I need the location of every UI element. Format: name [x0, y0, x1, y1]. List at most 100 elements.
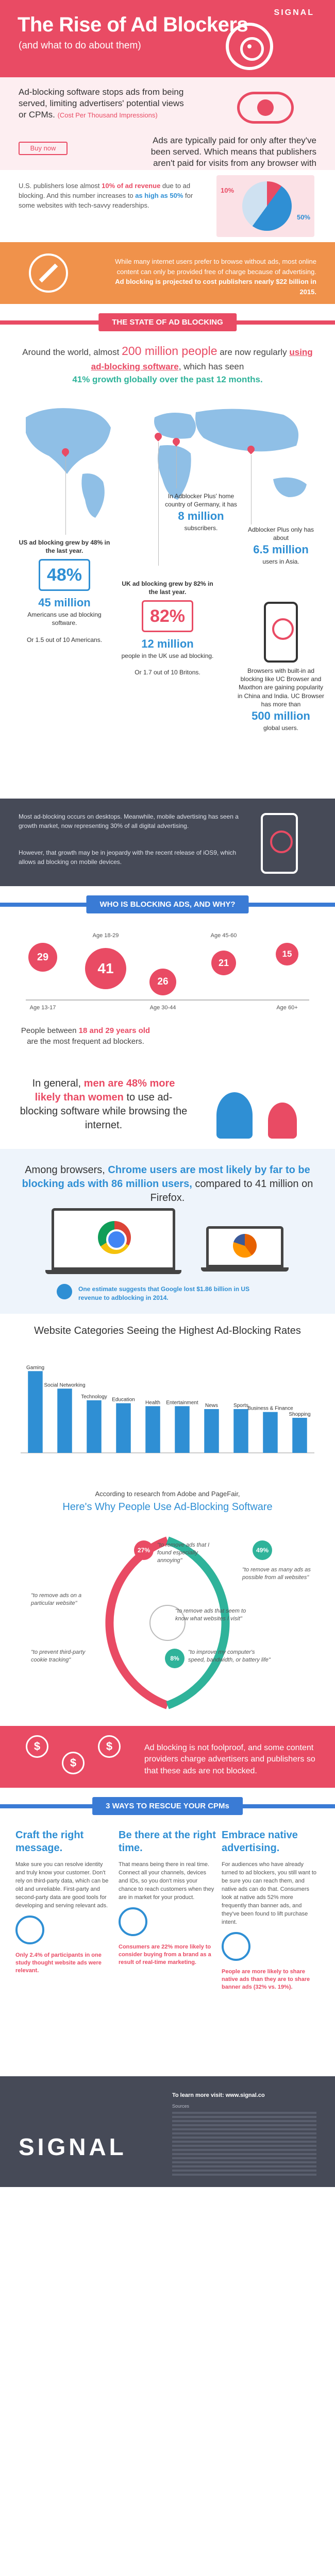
why-section: According to research from Adobe and Pag… — [0, 1484, 335, 1726]
mobile-text-1: Most ad-blocking occurs on desktops. Mea… — [19, 813, 239, 829]
reason-5: "to improve my computer's speed, bandwid… — [188, 1649, 271, 1663]
users-total: 200 million people — [122, 344, 217, 358]
bar-7 — [233, 1409, 248, 1453]
mobile-text-2: However, that growth may be in jeopardy … — [19, 849, 237, 866]
mobile-section: Most ad-blocking occurs on desktops. Mea… — [0, 799, 335, 886]
intro-lead: Ad-blocking software stops ads from bein… — [19, 87, 184, 120]
dollar-coin-icon: $ — [62, 1752, 85, 1774]
gender-section: In general, men are 48% more likely than… — [0, 1072, 335, 1149]
phone-icon — [261, 813, 298, 874]
bar-8 — [263, 1412, 278, 1453]
age-18-29-label: Age 18-29 — [92, 933, 119, 939]
uk-stat: UK ad blocking grew by 82% in the last y… — [121, 580, 214, 676]
revenue-pie: 10% 50% — [216, 175, 314, 237]
pie-label-large: 50% — [296, 213, 310, 221]
man-icon — [216, 1092, 253, 1139]
bar-0 — [28, 1371, 43, 1453]
revenue-text: While many internet users prefer to brow… — [115, 258, 316, 296]
browsers-section: Among browsers, Chrome users are most li… — [0, 1149, 335, 1314]
bar-category-label-5: Entertainment — [166, 1400, 198, 1405]
world-map-section: In Adblocker Plus' home country of Germa… — [0, 397, 335, 799]
blocked-icon — [29, 253, 68, 293]
mobile-phone-icon — [264, 602, 298, 663]
way-stat: Only 2.4% of participants in one study t… — [15, 1952, 102, 1974]
age-60-plus-circle: 15 — [276, 943, 298, 965]
chrome-icon — [98, 1221, 131, 1254]
footprint-text: Ad blocking is not foolproof, and some c… — [144, 1743, 315, 1775]
category-bar-chart: Gaming Social Networking Technology Educati… — [21, 1365, 314, 1453]
revenue-band: While many internet users prefer to brow… — [0, 242, 335, 304]
pie-label-small: 10% — [221, 187, 234, 194]
state-heading-bar: THE STATE OF AD BLOCKING — [0, 304, 335, 340]
age-note: People between 18 and 29 years old are t… — [21, 1026, 150, 1046]
age-13-17-label: Age 13-17 — [29, 1005, 56, 1011]
way-body: That means being there in real time. Con… — [119, 1861, 214, 1901]
footprint-section: $ $ $ Ad blocking is not foolproof, and … — [0, 1726, 335, 1788]
age-18-29-circle: 41 — [85, 948, 126, 989]
way-body: Make sure you can resolve identity and t… — [15, 1861, 109, 1909]
sources-link[interactable]: To learn more visit: www.signal.co — [172, 2092, 265, 2098]
bar-3 — [116, 1403, 131, 1453]
germany-stat: In Adblocker Plus' home country of Germa… — [165, 493, 237, 532]
way-card-2: Be there at the right time. That means b… — [119, 1829, 216, 1967]
why-title: Here's Why People Use Ad-Blocking Softwa… — [62, 1501, 273, 1513]
footer: SIGNAL To learn more visit: www.signal.c… — [0, 2076, 335, 2187]
bar-category-label-6: News — [205, 1403, 218, 1409]
bar-category-label-2: Technology — [81, 1394, 107, 1400]
pie-chart-icon — [242, 181, 292, 231]
asia-stat: Adblocker Plus only has about 6.5 millio… — [247, 526, 314, 566]
china-stat: Browsers with built-in ad blocking like … — [237, 598, 325, 732]
way-title: Embrace native advertising. — [222, 1829, 298, 1854]
footer-logo: SIGNAL — [19, 2133, 127, 2160]
way-card-3: Embrace native advertising. For audience… — [222, 1829, 320, 1992]
page-title: The Rise of Ad Blockers — [18, 13, 248, 36]
google-estimate: One estimate suggests that Google lost $… — [78, 1285, 250, 1301]
way-stat: People are more likely to share native a… — [222, 1968, 310, 1991]
bar-category-label-0: Gaming — [26, 1365, 44, 1370]
reason-pct-0: 27% — [134, 1540, 154, 1560]
ways-heading: 3 WAYS TO RESCUE YOUR CPMs — [92, 1797, 243, 1815]
reason-pct-5: 8% — [165, 1649, 185, 1668]
eye-icon — [237, 92, 294, 124]
intro-section: Ad-blocking software stops ads from bein… — [0, 77, 335, 170]
bar-category-label-3: Education — [112, 1397, 135, 1403]
ways-heading-bar: 3 WAYS TO RESCUE YOUR CPMs — [0, 1788, 335, 1824]
laptop-icon — [52, 1208, 175, 1270]
reason-1: "to remove ads on a particular website" — [31, 1592, 82, 1606]
reason-3: "to remove as many ads as possible from … — [242, 1567, 311, 1581]
reason-pct-3: 49% — [253, 1540, 272, 1560]
way-title: Craft the right message. — [15, 1829, 84, 1854]
target-icon — [15, 1915, 44, 1944]
gender-text: In general, men are 48% more likely than… — [20, 1078, 188, 1131]
us-stat: US ad blocking grew by 48% in the last y… — [19, 539, 110, 643]
dollar-icon — [57, 1284, 72, 1299]
way-stat: Consumers are 22% more likely to conside… — [119, 1943, 211, 1966]
publishers-section: U.S. publishers lose almost 10% of ad re… — [0, 170, 335, 242]
uk-growth-badge: 82% — [142, 600, 193, 633]
ways-section: 3 WAYS TO RESCUE YOUR CPMs Craft the rig… — [0, 1788, 335, 2076]
growth-stat: 41% growth globally over the past 12 mon… — [72, 375, 263, 384]
bar-4 — [145, 1406, 160, 1453]
chart-title: Website Categories Seeing the Highest Ad… — [34, 1325, 301, 1336]
bar-category-label-8: Business & Finance — [247, 1406, 293, 1412]
clock-icon — [119, 1907, 147, 1936]
sources-block: To learn more visit: www.signal.co Sourc… — [172, 2092, 316, 2178]
target-icon — [226, 23, 273, 70]
bar-1 — [57, 1388, 72, 1453]
intro-paid-text: Ads are typically paid for only after th… — [150, 135, 316, 170]
header-banner: The Rise of Ad Blockers (and what to do … — [0, 0, 335, 77]
bar-2 — [87, 1400, 102, 1453]
age-45-60-label: Age 45-60 — [210, 933, 237, 939]
reason-2: "to prevent third-party cookie tracking" — [31, 1649, 86, 1663]
reason-4: "to remove ads that seem to know what we… — [175, 1608, 246, 1622]
buy-now-button[interactable]: Buy now — [19, 142, 68, 155]
age-45-60-circle: 21 — [211, 951, 236, 975]
world-map-icon — [26, 408, 307, 518]
bar-6 — [204, 1409, 219, 1453]
why-arc-icon — [105, 1536, 230, 1709]
us-growth-badge: 48% — [39, 559, 90, 591]
bar-category-label-4: Health — [145, 1400, 160, 1405]
who-heading-bar: WHO IS BLOCKING ADS, AND WHY? — [0, 886, 335, 922]
why-source: According to research from Adobe and Pag… — [95, 1490, 240, 1498]
cpm-note: (Cost Per Thousand Impressions) — [57, 111, 158, 120]
